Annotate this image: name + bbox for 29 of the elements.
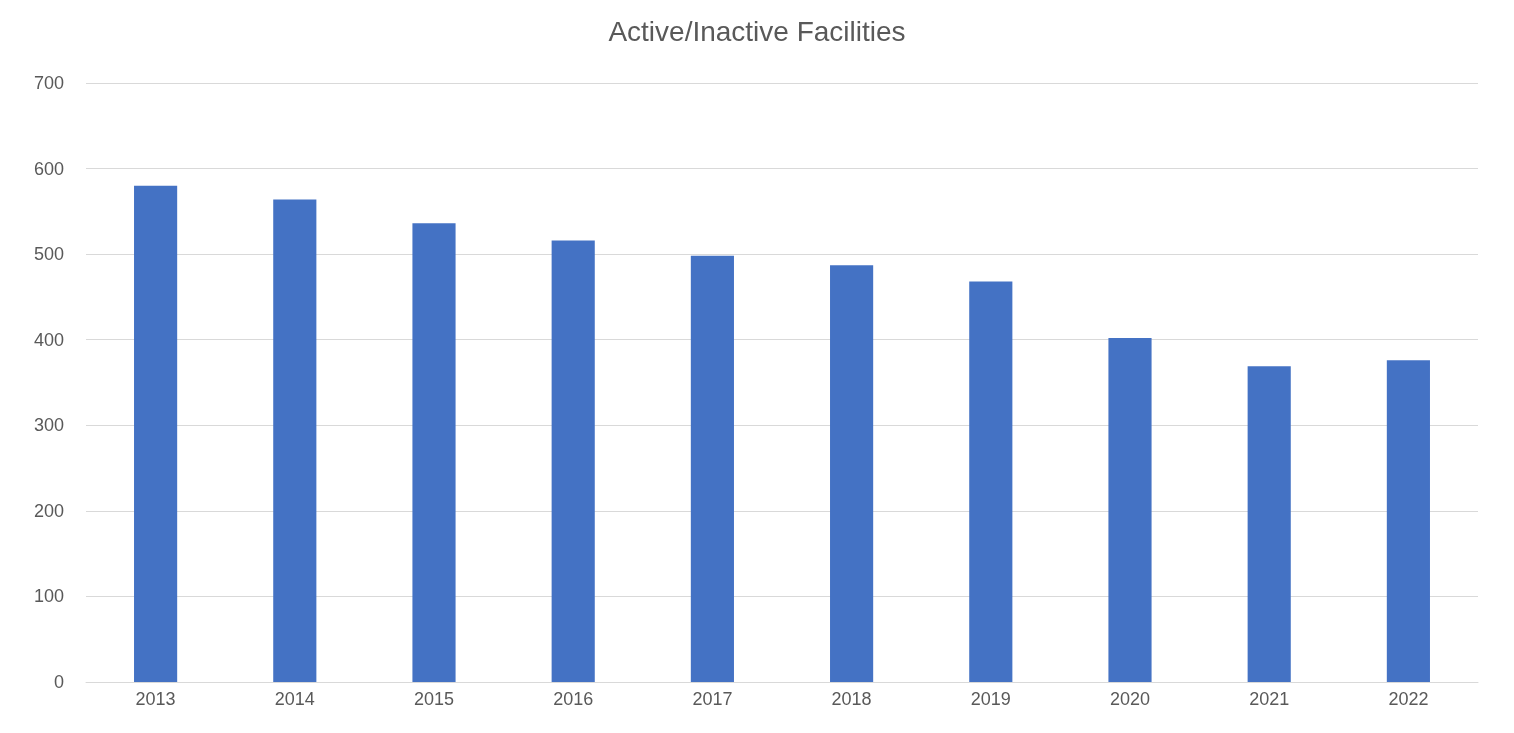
x-tick-label: 2022 [1388, 689, 1429, 709]
bar [830, 265, 874, 682]
bar [1108, 338, 1152, 682]
x-tick-label: 2014 [274, 689, 315, 709]
y-tick-label: 500 [33, 244, 64, 265]
bar [551, 240, 595, 682]
x-tick-label: 2015 [413, 689, 455, 709]
x-tick-label: 2020 [1109, 689, 1151, 709]
bar [1386, 360, 1430, 682]
bar [412, 223, 456, 682]
x-tick-label: 2013 [135, 689, 176, 709]
y-tick-label: 600 [33, 158, 64, 179]
x-tick-label: 2016 [553, 689, 594, 709]
x-tick-label: 2021 [1249, 689, 1290, 709]
y-tick-label: 300 [33, 415, 64, 436]
x-tick-label: 2019 [970, 689, 1011, 709]
chart-title: Active/Inactive Facilities [608, 15, 906, 47]
bar [273, 199, 317, 682]
y-tick-label: 400 [33, 329, 64, 350]
bar [969, 281, 1013, 682]
y-tick-label: 700 [33, 73, 64, 93]
y-tick-label: 0 [53, 672, 64, 692]
x-tick-label: 2017 [692, 689, 733, 709]
y-tick-label: 200 [33, 500, 64, 521]
bar [134, 185, 178, 682]
x-tick-label: 2018 [831, 689, 872, 709]
bar [1247, 366, 1291, 682]
bar [690, 255, 734, 682]
y-tick-label: 100 [33, 586, 64, 607]
